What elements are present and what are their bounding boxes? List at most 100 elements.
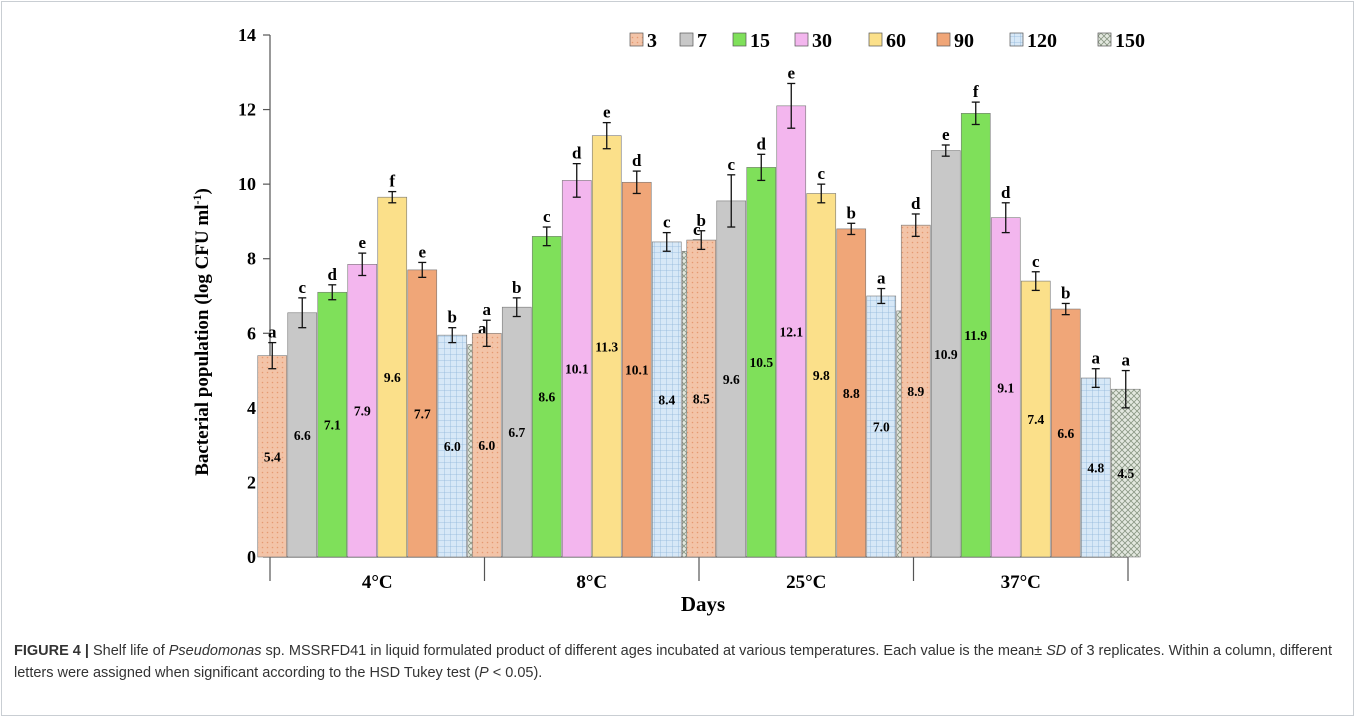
- y-tick-label: 2: [247, 472, 256, 492]
- data-label: 7.4: [1027, 412, 1044, 427]
- data-label: 11.3: [595, 339, 618, 354]
- significance-letter: a: [1122, 351, 1131, 370]
- significance-letter: d: [757, 134, 767, 153]
- data-label: 6.0: [444, 439, 461, 454]
- y-tick-label: 10: [238, 174, 256, 194]
- bar: [531, 236, 562, 558]
- legend-swatch: [868, 32, 883, 47]
- data-label: 7.1: [324, 418, 341, 433]
- significance-letter: c: [817, 164, 825, 183]
- y-tick-label: 0: [247, 547, 256, 567]
- data-label: 8.9: [907, 384, 924, 399]
- x-tick-label: 4°C: [362, 572, 393, 593]
- data-label: 9.6: [384, 370, 401, 385]
- bar: [651, 241, 682, 558]
- bar: [471, 332, 502, 558]
- bar: [1080, 377, 1111, 558]
- legend-label: 120: [1027, 30, 1057, 52]
- bar: [900, 224, 931, 558]
- y-tick-label: 14: [238, 25, 256, 45]
- data-label: 9.8: [813, 368, 830, 383]
- data-label: 10.1: [625, 363, 649, 378]
- significance-letter: b: [697, 211, 706, 230]
- bar: [501, 306, 532, 558]
- data-label: 10.5: [749, 355, 773, 370]
- significance-letter: e: [358, 233, 366, 252]
- bar: [561, 180, 592, 558]
- figure-caption: FIGURE 4 | Shelf life of Pseudomonas sp.…: [14, 643, 1332, 681]
- significance-letter: a: [483, 300, 492, 319]
- data-label: 8.5: [693, 392, 710, 407]
- significance-letter: c: [663, 213, 671, 232]
- bar: [746, 167, 777, 558]
- significance-letter: a: [268, 323, 277, 342]
- bar: [377, 196, 408, 558]
- legend-swatch: [1097, 32, 1112, 47]
- data-label: 6.7: [508, 425, 525, 440]
- data-label: 11.9: [964, 328, 987, 343]
- data-label: 6.6: [1057, 426, 1074, 441]
- significance-letter: e: [418, 242, 426, 261]
- significance-letter: b: [448, 308, 457, 327]
- significance-letter: d: [911, 194, 921, 213]
- bar: [990, 217, 1021, 558]
- data-label: 9.1: [997, 380, 1014, 395]
- data-label: 9.6: [723, 372, 740, 387]
- data-label: 5.4: [264, 449, 281, 464]
- legend-swatch: [936, 32, 951, 47]
- significance-letter: f: [389, 172, 395, 191]
- data-label: 7.0: [873, 420, 890, 435]
- y-tick-label: 4: [247, 398, 256, 418]
- bar: [1110, 388, 1141, 558]
- bar: [716, 200, 747, 558]
- y-tick-label: 8: [247, 249, 256, 269]
- data-label: 10.9: [934, 347, 958, 362]
- legend-label: 3: [647, 30, 657, 52]
- significance-letter: b: [847, 203, 856, 222]
- y-axis-label: Bacterial population (log CFU ml-1): [190, 188, 213, 476]
- legend-swatch: [629, 32, 644, 47]
- legend-label: 150: [1115, 30, 1145, 52]
- legend-label: 15: [750, 30, 770, 52]
- data-label: 8.4: [658, 392, 675, 407]
- bar: [437, 334, 468, 558]
- bar: [621, 181, 652, 558]
- data-label: 12.1: [779, 324, 803, 339]
- significance-letter: c: [298, 278, 306, 297]
- significance-letter: e: [603, 103, 611, 122]
- bar: [347, 264, 378, 558]
- significance-letter: b: [512, 278, 521, 297]
- data-label: 8.8: [843, 386, 860, 401]
- data-label: 8.6: [538, 390, 555, 405]
- legend-swatch: [679, 32, 694, 47]
- bar: [866, 295, 897, 558]
- data-label: 7.7: [414, 406, 431, 421]
- significance-letter: a: [877, 269, 886, 288]
- data-label: 6.0: [478, 438, 495, 453]
- significance-letter: d: [1001, 183, 1011, 202]
- significance-letter: b: [1061, 283, 1070, 302]
- significance-letter: e: [942, 125, 950, 144]
- legend-label: 7: [697, 30, 707, 52]
- data-label: 10.1: [565, 362, 589, 377]
- legend-swatch: [732, 32, 747, 47]
- significance-letter: c: [727, 155, 735, 174]
- legend-swatch: [1009, 32, 1024, 47]
- data-label: 4.5: [1117, 466, 1134, 481]
- significance-letter: d: [572, 144, 582, 163]
- significance-letter: f: [973, 82, 979, 101]
- y-tick-label: 6: [247, 323, 256, 343]
- bar: [591, 135, 622, 558]
- legend-label: 30: [812, 30, 832, 52]
- bar-chart: 0 2 4 6 8 10 12 14 4°C 8°C 25°C 37°C a 5.4 c 6.6 d 7.1 e 7…: [190, 25, 1145, 616]
- x-tick-label: 25°C: [786, 572, 826, 593]
- legend-label: 60: [886, 30, 906, 52]
- data-label: 7.9: [354, 404, 371, 419]
- data-label: 4.8: [1087, 461, 1104, 476]
- figure-label: FIGURE 4 |: [14, 643, 89, 659]
- bar: [686, 239, 717, 558]
- x-tick-label: 8°C: [576, 572, 607, 593]
- significance-letter: c: [543, 207, 551, 226]
- significance-letter: d: [632, 151, 642, 170]
